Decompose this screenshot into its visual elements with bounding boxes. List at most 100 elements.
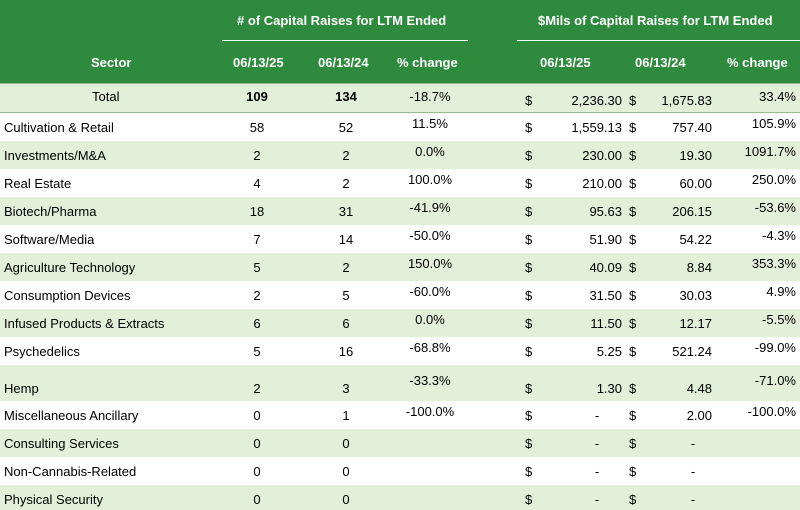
count-prior-cell: 16	[338, 344, 354, 359]
amount-prior-cell: 2.00	[686, 408, 712, 423]
count-current-cell: 0	[253, 464, 261, 479]
amount-current-cell: 31.50	[589, 288, 622, 303]
amount-prior-header: 06/13/24	[635, 55, 686, 70]
table-row: Investments/M&A 2 2 0.0% $ $230.00 19.30 1091.7…	[0, 141, 800, 169]
count-change-cell: -33.3%	[409, 373, 451, 388]
currency-symbol: $	[525, 464, 533, 479]
sector-name: Non-Cannabis-Related	[4, 464, 137, 479]
amount-change-cell: 33.4%	[759, 89, 796, 104]
count-current-cell: 0	[253, 408, 261, 423]
currency-symbol: $	[629, 492, 637, 507]
amount-change-cell: 4.9%	[766, 284, 796, 299]
count-current-cell: 2	[253, 148, 261, 163]
total-label: Total	[92, 89, 120, 104]
currency-symbol: $	[629, 408, 637, 423]
amount-prior-cell: 4.48	[686, 381, 712, 396]
amount-prior-cell: -	[690, 492, 696, 507]
amount-current-cell: -	[594, 492, 600, 507]
count-change-cell: -100.0%	[405, 404, 455, 419]
amount-current-header: 06/13/25	[540, 55, 591, 70]
currency-symbol: $	[629, 316, 637, 331]
amount-change-cell: -53.6%	[754, 200, 796, 215]
count-change-cell: -60.0%	[409, 284, 451, 299]
table-row: Consumption Devices 2 5 -60.0% $ $31.50 30.03 4…	[0, 281, 800, 309]
sector-name: Agriculture Technology	[4, 260, 136, 275]
count-prior-cell: 52	[338, 120, 354, 135]
amount-current-cell: 40.09	[589, 260, 622, 275]
count-prior-cell: 2	[342, 176, 350, 191]
amount-prior-cell: 30.03	[679, 288, 712, 303]
amount-change-cell: -5.5%	[762, 312, 796, 327]
amount-prior-cell: 12.17	[679, 316, 712, 331]
currency-symbol: $	[525, 288, 533, 303]
sector-header: Sector	[91, 55, 132, 70]
count-change-header: % change	[397, 55, 458, 70]
amount-current-cell: -	[594, 464, 600, 479]
currency-symbol: $	[525, 408, 533, 423]
amount-current-cell: -	[594, 436, 600, 451]
sector-name: Consulting Services	[4, 436, 119, 451]
sector-name: Psychedelics	[4, 344, 80, 359]
amount-prior-cell: 8.84	[686, 260, 712, 275]
currency-symbol: $	[525, 120, 533, 135]
currency-symbol: $	[629, 176, 637, 191]
amount-prior-cell: 521.24	[672, 344, 712, 359]
amount-change-cell: -99.0%	[754, 340, 796, 355]
sector-name: Biotech/Pharma	[4, 204, 97, 219]
count-change-cell: -41.9%	[409, 200, 451, 215]
currency-symbol: $	[525, 436, 533, 451]
amount-change-cell: -100.0%	[747, 404, 796, 419]
count-change-cell: 11.5%	[412, 116, 448, 131]
count-prior-cell: 1	[342, 408, 350, 423]
count-prior-cell: 2	[342, 260, 350, 275]
amount-current-cell: 51.90	[589, 232, 622, 247]
table-row: Non-Cannabis-Related 0 0 $ $ - -	[0, 457, 800, 485]
count-change-cell: 0.0%	[415, 312, 445, 327]
count-prior-cell: 0	[342, 464, 350, 479]
currency-symbol: $	[629, 288, 637, 303]
sector-name: Real Estate	[4, 176, 72, 191]
sector-name: Physical Security	[4, 492, 103, 507]
amount-prior-cell: -	[690, 464, 696, 479]
table-row: Hemp 2 3 -33.3% $ $1.30 4.48 -71.0%	[0, 365, 800, 401]
count-group-underline	[222, 40, 468, 41]
sector-name: Consumption Devices	[4, 288, 131, 303]
currency-symbol: $	[629, 232, 637, 247]
amount-prior-cell: 19.30	[679, 148, 712, 163]
amount-prior-cell: 206.15	[672, 204, 712, 219]
count-prior-cell: 0	[342, 492, 350, 507]
table-row: Miscellaneous Ancillary 0 1 -100.0% $ $ - 2.00 -…	[0, 401, 800, 429]
currency-symbol: $	[525, 204, 533, 219]
count-prior-cell: 5	[342, 288, 350, 303]
count-change-cell: 150.0%	[407, 256, 453, 271]
amount-change-cell: 105.9%	[751, 116, 796, 131]
table-row: Biotech/Pharma 18 31 -41.9% $ $95.63 206.15 -53…	[0, 197, 800, 225]
count-prior-header: 06/13/24	[318, 55, 369, 70]
currency-symbol: $	[629, 260, 637, 275]
currency-symbol: $	[525, 260, 533, 275]
currency-symbol: $	[629, 464, 637, 479]
currency-symbol: $	[525, 176, 533, 191]
amount-change-header: % change	[727, 55, 788, 70]
sector-name: Investments/M&A	[4, 148, 106, 163]
amount-prior-cell: 757.40	[672, 120, 712, 135]
amount-change-cell: -4.3%	[762, 228, 796, 243]
currency-symbol: $	[629, 93, 637, 108]
count-current-cell: 4	[253, 176, 261, 191]
amount-current-cell: 11.50	[590, 316, 622, 331]
table-row: Real Estate 4 2 100.0% $ $210.00 60.00 250.0%	[0, 169, 800, 197]
count-current-cell: 18	[249, 204, 265, 219]
count-current-cell: 2	[253, 288, 261, 303]
count-change-cell: -18.7%	[409, 89, 451, 104]
count-prior-cell: 2	[342, 148, 350, 163]
sector-name: Miscellaneous Ancillary	[4, 408, 139, 423]
table-row: Consulting Services 0 0 $ $ - -	[0, 429, 800, 457]
amount-current-cell: 5.25	[596, 344, 622, 359]
count-current-cell: 2	[253, 381, 261, 396]
count-current-cell: 5	[253, 344, 261, 359]
count-prior-cell: 31	[338, 204, 354, 219]
currency-symbol: $	[525, 344, 533, 359]
currency-symbol: $	[525, 232, 533, 247]
currency-symbol: $	[525, 316, 533, 331]
